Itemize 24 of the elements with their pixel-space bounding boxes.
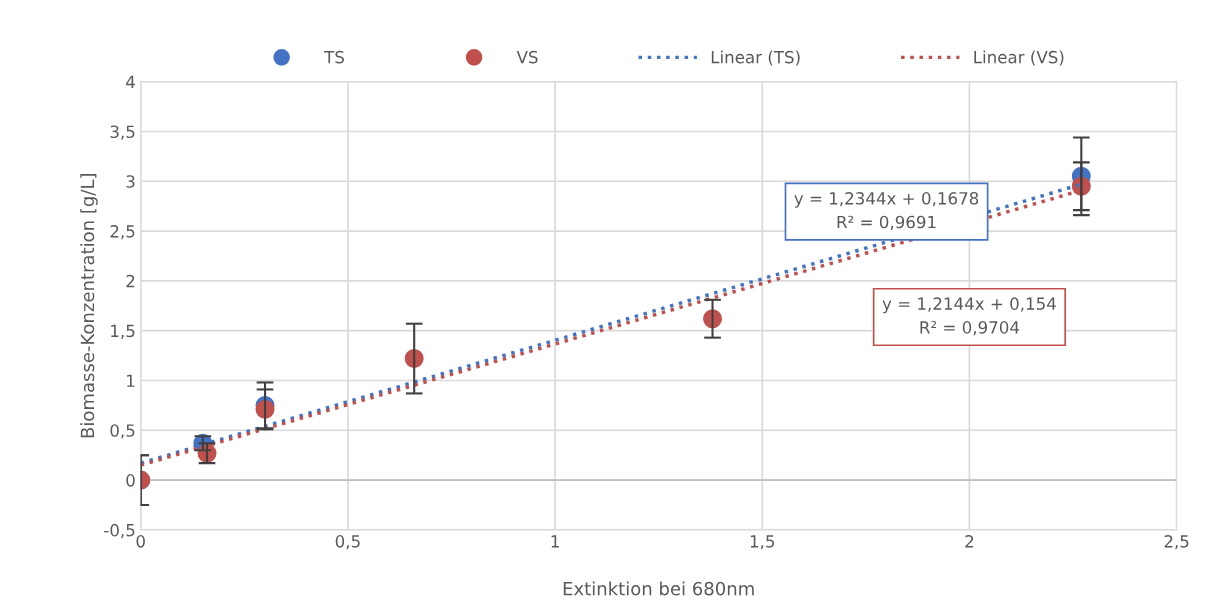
annotation: y = 1,2344x + 0,1678 R² = 0,9691 [794, 192, 979, 231]
y-tick-label: 4 [126, 75, 135, 88]
y-tick-label: 3,5 [110, 125, 135, 140]
y-tick-label: 2,5 [110, 225, 135, 240]
y-tick-label: 3 [126, 175, 135, 188]
legend-label: TS [324, 50, 344, 64]
y-tick-label: 2 [126, 274, 135, 288]
legend-label: Linear (TS) [711, 50, 800, 66]
legend-label: Linear (VS) [974, 50, 1064, 66]
x-axis-title: Extinktion bei 680nm [563, 581, 754, 596]
y-tick-label: 1 [127, 374, 135, 387]
y-tick-label: 0,5 [110, 424, 135, 439]
x-tick-label: 2 [965, 535, 974, 548]
y-tick-label: 0 [126, 474, 135, 487]
annotation: y = 1,2144x + 0,154 R² = 0,9704 [882, 297, 1056, 336]
x-tick-label: 1 [551, 535, 559, 548]
x-tick-label: 1,5 [750, 535, 775, 550]
y-axis-title: Biomasse-Konzentration [g/L] [80, 174, 98, 438]
x-tick-label: 0,5 [335, 535, 360, 550]
y-tick-label: -0,5 [104, 523, 135, 539]
x-tick-label: 0 [136, 535, 145, 548]
y-tick-label: 1,5 [111, 324, 135, 339]
x-tick-label: 2,5 [1164, 535, 1189, 550]
legend-label: VS [516, 50, 538, 64]
